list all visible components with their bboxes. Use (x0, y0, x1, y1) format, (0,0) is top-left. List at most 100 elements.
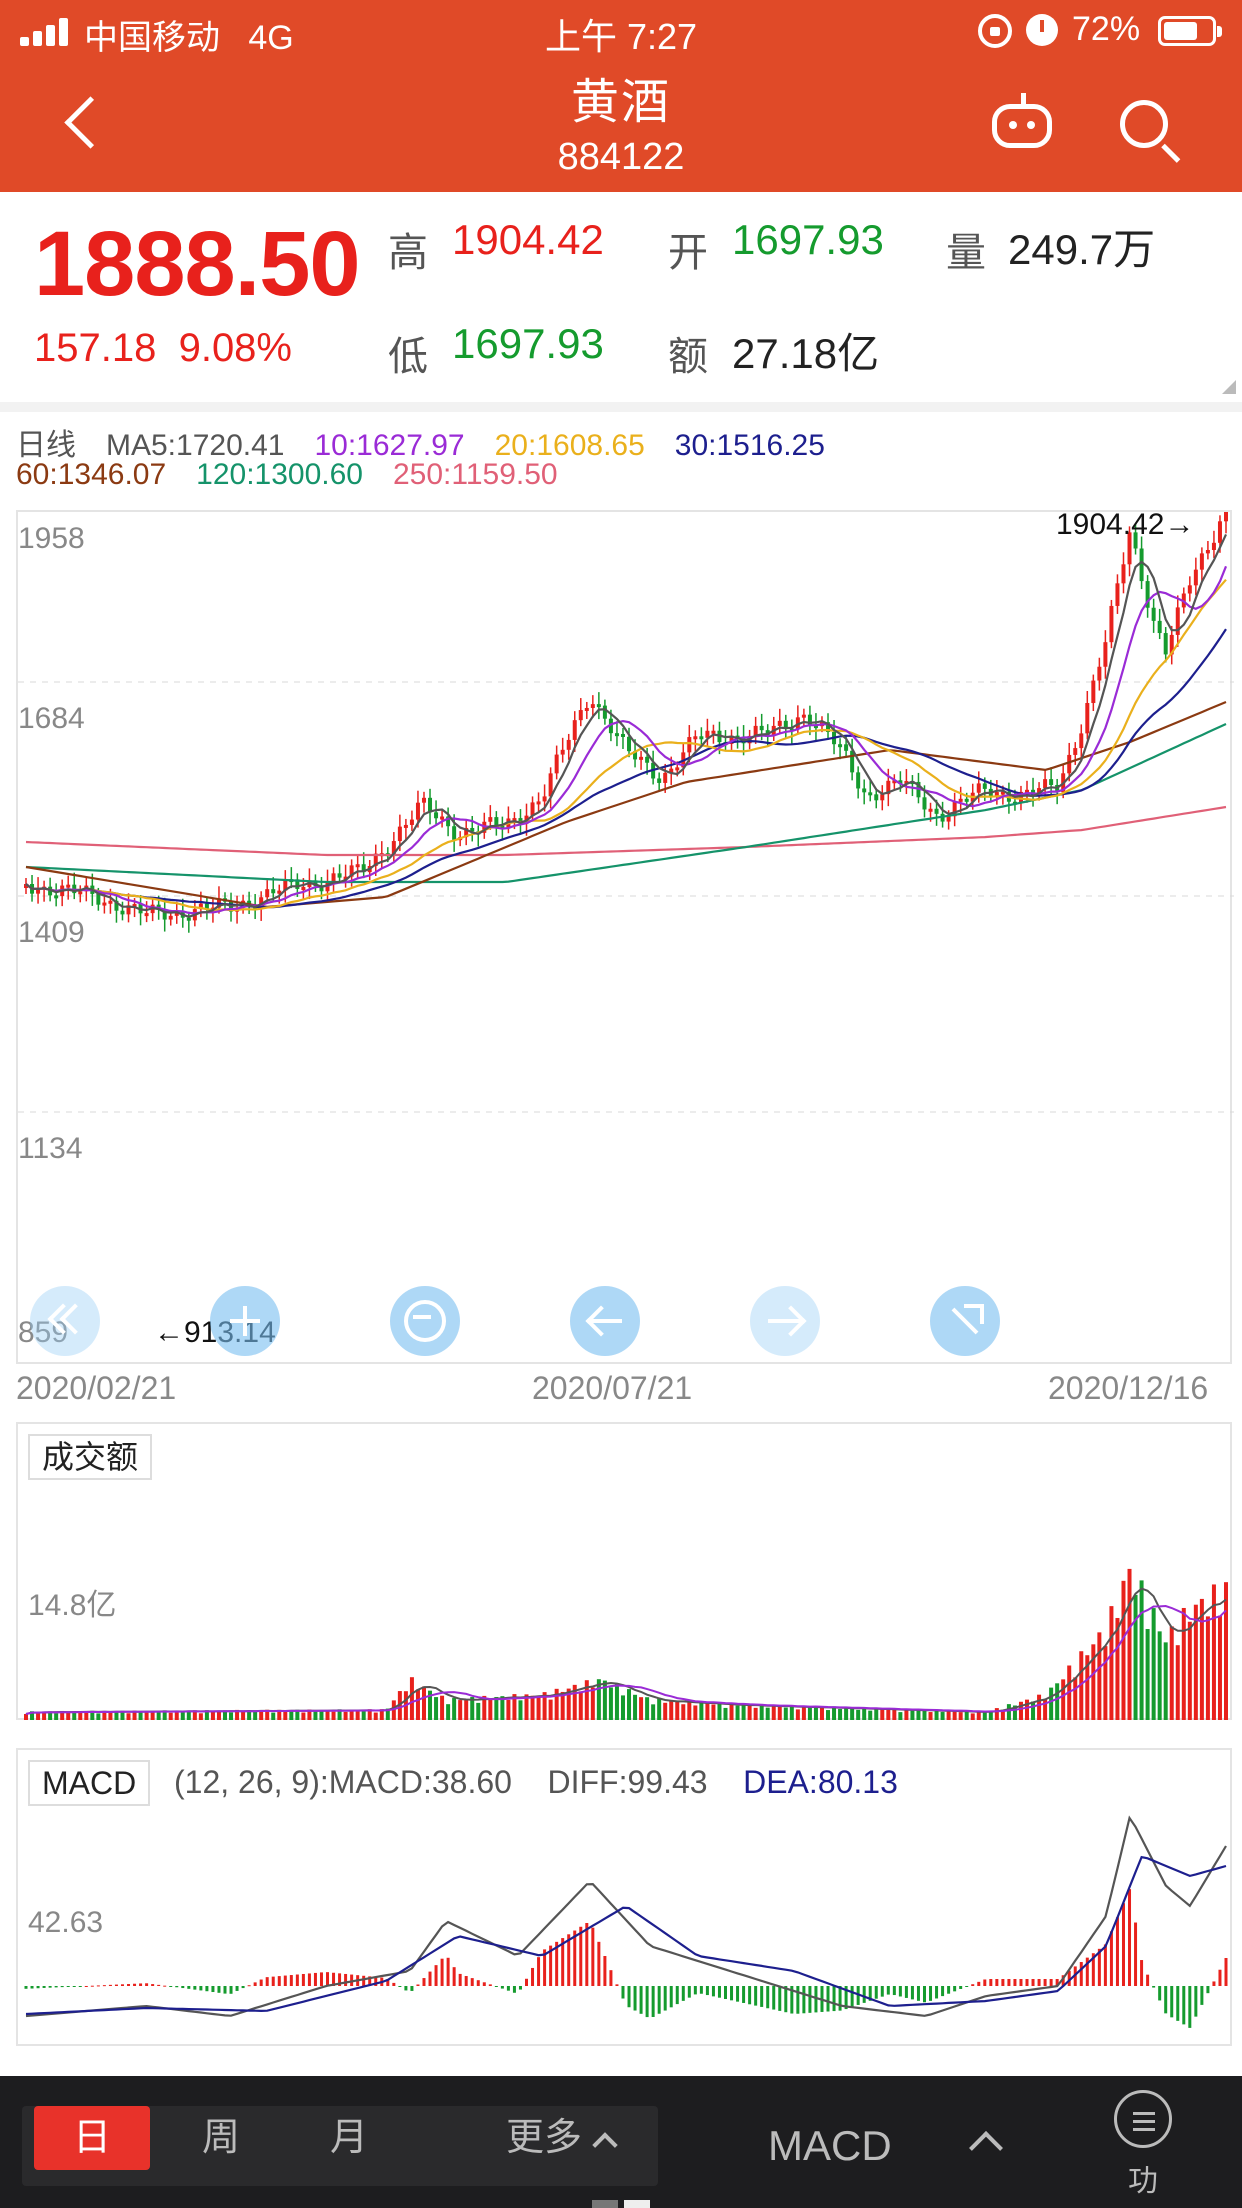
candle-body (1127, 532, 1132, 565)
amount-bar (331, 1711, 336, 1720)
amount-bar (470, 1697, 475, 1720)
candle-body (602, 705, 607, 719)
amount-bar (325, 1709, 330, 1720)
macd-bar (621, 1986, 625, 1999)
low-value: 1697.93 (452, 320, 604, 367)
amount-bar (1121, 1580, 1126, 1720)
macd-bar (1043, 1979, 1047, 1986)
tab-day[interactable]: 日 (34, 2106, 150, 2170)
ma120-line (25, 723, 1227, 884)
candle-body (1205, 549, 1210, 554)
zoom-out-button[interactable] (390, 1286, 460, 1356)
macd-bar (693, 1986, 697, 1995)
divider (0, 402, 1242, 412)
move-right-button[interactable] (750, 1286, 820, 1356)
expand-corner-icon[interactable] (1222, 380, 1236, 394)
amount-chart[interactable]: 成交额 14.8亿 (16, 1422, 1232, 1720)
macd-bar (1134, 1922, 1138, 1986)
amount-bar (759, 1704, 764, 1720)
ma250-value: 250:1159.50 (393, 458, 558, 491)
macd-bar (555, 1941, 559, 1986)
macd-tag[interactable]: MACD (28, 1760, 151, 1806)
zoom-in-button[interactable] (210, 1286, 280, 1356)
macd-bar (48, 1986, 52, 1988)
macd-bar (549, 1945, 553, 1986)
macd-bar (199, 1986, 203, 1991)
candle-body (1224, 512, 1228, 522)
move-left-button[interactable] (570, 1286, 640, 1356)
amount-tag[interactable]: 成交额 (28, 1434, 153, 1480)
amount-bar (1049, 1687, 1054, 1720)
status-time: 上午 7:27 (544, 16, 698, 57)
tab-more[interactable]: 更多 (470, 2106, 650, 2170)
quote-panel: 1888.50 157.18 9.08% 高 1904.42 开 1697.93… (0, 192, 1242, 402)
fullscreen-button[interactable] (930, 1286, 1000, 1356)
amount-bar (180, 1711, 185, 1720)
amount-bar (253, 1710, 258, 1720)
macd-bar (494, 1986, 498, 1987)
function-label[interactable]: 功能 (1128, 2165, 1158, 2198)
amount-bar (807, 1707, 812, 1720)
candle-body (355, 864, 360, 868)
candle-body (946, 816, 951, 822)
amount-bar (1169, 1626, 1174, 1720)
amount-bar (1127, 1568, 1132, 1720)
macd-bar (277, 1976, 281, 1986)
amount-bar (699, 1701, 704, 1720)
amount-bar (687, 1700, 692, 1720)
candle-body (614, 733, 619, 737)
tab-week[interactable]: 周 (201, 2117, 240, 2159)
amount-bar (1181, 1607, 1186, 1720)
macd-bar (500, 1986, 504, 1989)
candle-body (699, 736, 704, 740)
macd-bar (645, 1986, 649, 2018)
indicator-selector[interactable]: MACD (768, 2122, 892, 2169)
candle-body (590, 704, 595, 708)
candle-body (928, 808, 933, 812)
tab-month[interactable]: 月 (329, 2117, 368, 2159)
candle-body (759, 725, 764, 731)
amount-bar (590, 1687, 595, 1720)
macd-bar (772, 1986, 776, 2010)
macd-bar (1019, 1979, 1023, 1986)
open-value: 1697.93 (732, 216, 884, 263)
jump-first-button[interactable] (30, 1286, 100, 1356)
macd-bar (922, 1986, 926, 2003)
amount-bar (265, 1709, 270, 1720)
macd-bar (736, 1986, 740, 2002)
amount-bar (934, 1709, 939, 1720)
macd-canvas[interactable] (18, 1750, 1234, 2048)
macd-bar (892, 1986, 896, 1996)
macd-bar (332, 1972, 336, 1986)
candle-body (464, 827, 469, 838)
amount-canvas[interactable] (18, 1424, 1234, 1722)
macd-bar (512, 1986, 516, 1993)
search-icon[interactable] (1120, 100, 1168, 148)
candle-body (850, 750, 855, 773)
macd-bar (730, 1986, 734, 2001)
candle-body (705, 730, 710, 738)
amount-bar (964, 1710, 969, 1720)
amount-bar (235, 1709, 240, 1720)
kline-canvas[interactable] (18, 512, 1234, 1366)
amount-bar (1157, 1631, 1162, 1720)
menu-icon[interactable] (1114, 2090, 1172, 2148)
amount-bar (1079, 1651, 1084, 1720)
macd-bar (265, 1977, 269, 1986)
amount-bar (120, 1710, 125, 1720)
kline-chart[interactable] (16, 510, 1234, 1366)
macd-bar (1146, 1974, 1150, 1986)
robot-assistant-icon[interactable] (992, 93, 1052, 148)
amount-bar (952, 1710, 957, 1720)
macd-chart[interactable]: MACD (12, 26, 9):MACD:38.60 DIFF:99.43 D… (16, 1748, 1232, 2046)
amount-bar (874, 1708, 879, 1720)
candle-body (144, 913, 149, 917)
macd-bar (784, 1986, 788, 2013)
amount-bar (850, 1707, 855, 1720)
amount-value: 27.18亿 (732, 330, 880, 377)
indicator-chevron-up-icon[interactable] (969, 2131, 1003, 2165)
candle-body (415, 802, 420, 820)
macd-bar (959, 1986, 963, 1989)
macd-bar (1025, 1979, 1029, 1986)
amount-bar (886, 1709, 891, 1720)
